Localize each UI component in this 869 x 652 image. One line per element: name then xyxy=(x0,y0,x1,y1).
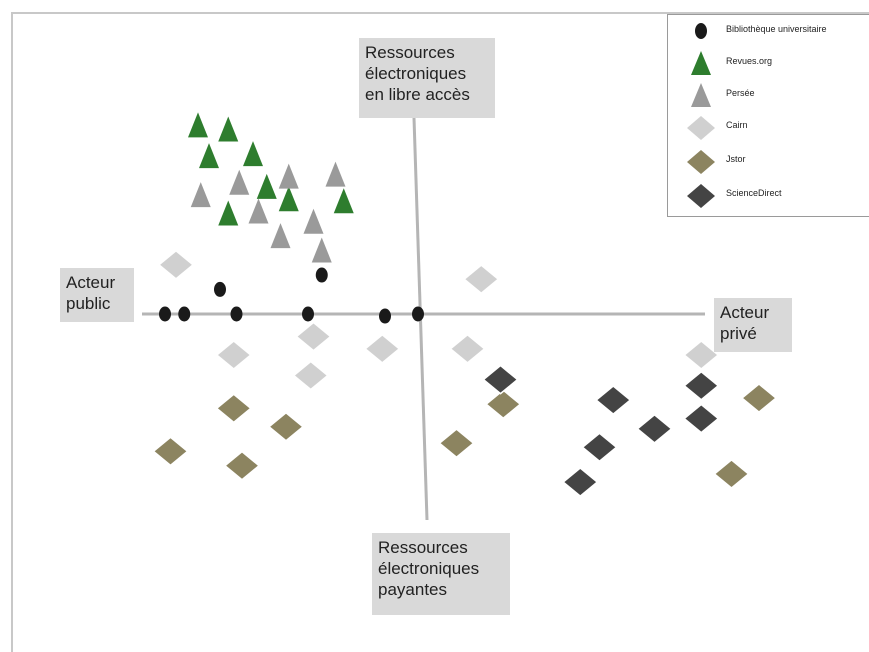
point-revues-org-6 xyxy=(278,186,299,212)
point-jstor-3 xyxy=(152,436,189,467)
green-triangle-icon xyxy=(691,51,711,75)
point-sciencedirect-4 xyxy=(683,403,720,434)
legend-item-cairn: Cairn xyxy=(668,113,869,143)
point-bibliotheque-universitaire-2 xyxy=(178,306,191,322)
diagram-frame xyxy=(11,12,869,652)
point-sciencedirect-6 xyxy=(581,432,618,463)
point-revues-org-5 xyxy=(256,173,277,199)
point-persee-8 xyxy=(311,237,332,263)
point-revues-org-2 xyxy=(218,116,239,142)
point-bibliotheque-universitaire-1 xyxy=(159,306,171,322)
point-bibliotheque-universitaire-8 xyxy=(412,306,424,322)
point-jstor-8 xyxy=(713,458,750,489)
point-revues-org-1 xyxy=(188,112,208,138)
axis-label-top-line-3: en libre accès xyxy=(365,85,470,104)
point-bibliotheque-universitaire-7 xyxy=(379,308,391,324)
legend: Bibliothèque universitaire Revues.org Pe… xyxy=(667,14,869,217)
axis-label-right: Acteur privé xyxy=(714,298,792,352)
point-jstor-7 xyxy=(740,383,778,414)
point-revues-org-4 xyxy=(243,141,263,167)
point-sciencedirect-3 xyxy=(683,370,720,401)
scatter-plot xyxy=(142,112,778,521)
axis-label-bottom-line-3: payantes xyxy=(378,580,447,599)
point-revues-org-3 xyxy=(199,143,219,169)
axis-label-bottom-line-2: électroniques xyxy=(378,559,480,578)
axis-label-top-line-2: électroniques xyxy=(365,64,467,83)
point-bibliotheque-universitaire-3 xyxy=(230,306,243,322)
legend-label: Cairn xyxy=(726,120,748,130)
legend-item-sciencedirect: ScienceDirect xyxy=(668,181,869,211)
axis-label-left: Acteur public xyxy=(60,268,134,322)
point-cairn-3 xyxy=(215,340,252,370)
legend-item-bibliotheque: Bibliothèque universitaire xyxy=(668,17,869,47)
axis-label-left-line-1: Acteur xyxy=(66,273,116,292)
axis-label-top: Ressources électroniques en libre accès xyxy=(359,38,495,118)
point-persee-7 xyxy=(270,223,291,249)
point-jstor-6 xyxy=(438,428,475,459)
point-cairn-6 xyxy=(449,333,486,364)
point-jstor-1 xyxy=(215,393,252,424)
axis-label-right-line-2: privé xyxy=(720,324,757,343)
legend-label: Jstor xyxy=(726,154,746,164)
axis-label-left-line-2: public xyxy=(66,294,111,313)
point-cairn-2 xyxy=(463,264,500,295)
point-sciencedirect-2 xyxy=(595,385,632,416)
point-bibliotheque-universitaire-4 xyxy=(214,281,226,297)
axis-label-bottom-line-1: Ressources xyxy=(378,538,468,557)
point-jstor-2 xyxy=(267,411,305,442)
point-persee-1 xyxy=(278,163,299,189)
point-revues-org-8 xyxy=(333,188,354,214)
legend-label: Bibliothèque universitaire xyxy=(726,24,827,34)
black-dot-icon xyxy=(695,23,707,39)
point-sciencedirect-1 xyxy=(482,364,519,395)
point-persee-6 xyxy=(303,208,324,234)
point-sciencedirect-7 xyxy=(562,467,599,498)
light-diamond-icon xyxy=(687,116,715,140)
point-cairn-8 xyxy=(683,340,720,370)
legend-label: Persée xyxy=(726,88,755,98)
point-revues-org-7 xyxy=(218,200,239,226)
axis-label-top-line-1: Ressources xyxy=(365,43,455,62)
legend-item-jstor: Jstor xyxy=(668,147,869,177)
point-jstor-5 xyxy=(485,389,522,420)
point-cairn-7 xyxy=(292,360,329,391)
legend-label: Revues.org xyxy=(726,56,773,66)
legend-item-revues: Revues.org xyxy=(668,49,869,79)
diagram: Ressources électroniques en libre accès … xyxy=(11,12,869,652)
data-marks xyxy=(152,112,778,498)
point-cairn-5 xyxy=(364,333,401,364)
point-persee-5 xyxy=(248,198,269,224)
olive-diamond-icon xyxy=(687,150,715,174)
legend-label: ScienceDirect xyxy=(726,188,782,198)
point-bibliotheque-universitaire-5 xyxy=(302,306,314,322)
dark-diamond-icon xyxy=(687,184,715,208)
point-bibliotheque-universitaire-6 xyxy=(315,267,328,283)
point-persee-2 xyxy=(325,161,346,187)
axis-label-right-line-1: Acteur xyxy=(720,303,770,322)
point-persee-3 xyxy=(229,169,250,195)
point-persee-4 xyxy=(190,182,211,208)
point-jstor-4 xyxy=(223,450,261,481)
legend-item-persee: Persée xyxy=(668,81,869,111)
point-cairn-1 xyxy=(157,249,195,280)
gray-triangle-icon xyxy=(691,83,711,107)
point-cairn-4 xyxy=(295,321,332,352)
point-sciencedirect-5 xyxy=(636,413,673,444)
axis-label-bottom: Ressources électroniques payantes xyxy=(372,533,510,615)
